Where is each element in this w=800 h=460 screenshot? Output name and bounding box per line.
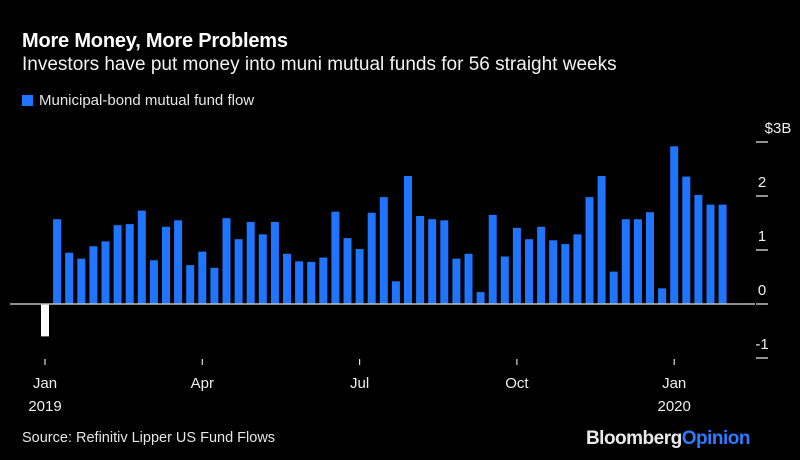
y-tick-label: 0: [758, 282, 766, 299]
bar: [198, 251, 207, 304]
bar: [706, 204, 715, 304]
bar: [585, 197, 594, 304]
chart-subtitle: Investors have put money into muni mutua…: [22, 54, 617, 75]
bar: [307, 261, 316, 304]
bar: [537, 226, 546, 304]
bar: [331, 211, 340, 304]
x-tick-year-label: 2019: [28, 398, 61, 415]
y-tick-label: 2: [758, 174, 766, 191]
legend: Municipal-bond mutual fund flow: [22, 92, 254, 109]
bar: [101, 241, 110, 304]
x-tick-label: Jan: [662, 375, 686, 392]
bar: [210, 267, 219, 304]
bar: [597, 176, 606, 304]
bar: [621, 219, 630, 304]
bar: [89, 246, 98, 304]
bar: [258, 234, 267, 304]
bar: [428, 219, 437, 304]
y-tick-label: 1: [758, 228, 766, 245]
bar: [452, 258, 461, 304]
bar: [295, 261, 304, 304]
bloomberg-opinion-logo: BloombergOpinion: [585, 428, 751, 450]
bar: [464, 253, 473, 304]
bar: [646, 212, 654, 304]
bar: [367, 212, 376, 304]
x-tick-label: Oct: [505, 375, 529, 392]
bar: [234, 239, 243, 304]
bar: [149, 260, 158, 304]
bar: [65, 252, 74, 304]
bar: [41, 304, 49, 337]
chart-title: More Money, More Problems: [22, 30, 288, 52]
bar: [670, 146, 679, 304]
bar: [379, 197, 388, 304]
bar: [633, 219, 642, 304]
bar: [53, 219, 62, 304]
y-tick-label: $3B: [765, 120, 792, 137]
legend-swatch: [22, 95, 33, 106]
bar: [77, 258, 86, 304]
bar: [404, 176, 412, 304]
bar: [609, 271, 618, 304]
x-tick-label: Apr: [191, 375, 214, 392]
logo-opinion: Opinion: [681, 428, 751, 449]
bar: [416, 215, 425, 304]
bar: [525, 239, 533, 304]
bar: [222, 218, 231, 304]
x-tick-label: Jan: [33, 375, 57, 392]
bar: [573, 234, 582, 304]
bar: [174, 220, 183, 304]
bar: [113, 225, 122, 304]
legend-label: Municipal-bond mutual fund flow: [39, 92, 255, 109]
bar: [440, 220, 449, 304]
bar: [246, 221, 255, 304]
bar: [561, 244, 570, 304]
bar: [186, 265, 195, 304]
bar: [162, 226, 170, 304]
bar: [549, 240, 558, 304]
bar: [283, 253, 291, 304]
bar: [476, 292, 485, 304]
bar: [391, 281, 400, 304]
bar: [500, 256, 509, 304]
bar: [682, 176, 691, 304]
bar: [343, 238, 352, 304]
bar: [137, 210, 146, 304]
bar: [718, 204, 727, 304]
bar: [694, 194, 703, 304]
x-tick-label: Jul: [350, 375, 369, 392]
bar: [488, 214, 497, 304]
bar: [512, 227, 521, 304]
logo-bloomberg: Bloomberg: [585, 428, 682, 449]
bar: [270, 221, 279, 304]
y-tick-label: -1: [755, 336, 768, 353]
bar: [658, 288, 667, 304]
x-tick-year-label: 2020: [658, 398, 691, 415]
bar: [319, 257, 328, 304]
bar: [355, 248, 364, 304]
bar: [125, 224, 134, 304]
source-note: Source: Refinitiv Lipper US Fund Flows: [22, 430, 276, 446]
